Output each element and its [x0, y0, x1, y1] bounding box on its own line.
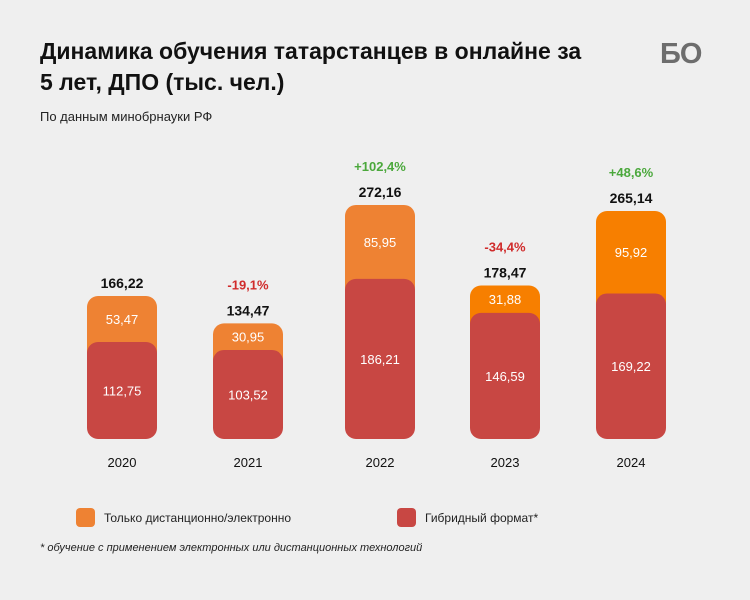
legend-item-remote: Только дистанционно/электронно	[76, 508, 291, 527]
x-tick-label-2024: 2024	[617, 455, 646, 470]
bar-hybrid-label-2024: 169,22	[611, 359, 651, 374]
legend-swatch-remote	[76, 508, 95, 527]
legend-item-hybrid: Гибридный формат*	[397, 508, 538, 527]
bar-change-label-2024: +48,6%	[609, 165, 654, 180]
bar-hybrid-label-2021: 103,52	[228, 387, 268, 402]
logo: БО	[660, 38, 702, 70]
bar-change-label-2021: -19,1%	[227, 277, 269, 292]
bar-hybrid-label-2022: 186,21	[360, 352, 400, 367]
bar-remote-label-2020: 53,47	[106, 312, 139, 327]
x-tick-label-2023: 2023	[491, 455, 520, 470]
bar-remote-2024	[596, 210, 666, 316]
bar-hybrid-2021	[213, 349, 283, 439]
bar-remote-label-2021: 30,95	[232, 330, 265, 345]
bar-hybrid-2020	[87, 342, 157, 439]
x-tick-label-2021: 2021	[234, 455, 263, 470]
bar-hybrid-2023	[470, 312, 540, 439]
bar-total-label-2024: 265,14	[610, 190, 653, 206]
bar-hybrid-2022	[345, 278, 415, 439]
bar-total-label-2023: 178,47	[484, 265, 527, 281]
bar-total-label-2021: 134,47	[227, 302, 270, 318]
x-tick-label-2022: 2022	[366, 455, 395, 470]
bar-remote-label-2022: 85,95	[364, 235, 397, 250]
bar-remote-2022	[345, 204, 415, 301]
bar-total-label-2020: 166,22	[101, 275, 144, 291]
bar-hybrid-label-2020: 112,75	[103, 384, 142, 399]
legend-label-remote: Только дистанционно/электронно	[104, 510, 292, 525]
bar-total-label-2022: 272,16	[359, 184, 402, 200]
bar-remote-label-2024: 95,92	[615, 245, 648, 260]
bar-change-label-2023: -34,4%	[484, 240, 526, 255]
x-tick-label-2020: 2020	[108, 455, 137, 470]
legend-swatch-hybrid	[397, 508, 416, 527]
legend-label-hybrid: Гибридный формат*	[425, 510, 539, 525]
chart-subtitle: По данным минобрнауки РФ	[40, 109, 213, 124]
bar-hybrid-label-2023: 146,59	[485, 369, 525, 384]
bar-change-label-2022: +102,4%	[354, 159, 406, 174]
bar-hybrid-2024	[596, 293, 666, 439]
footnote: * обучение с применением электронных или…	[40, 542, 423, 554]
bar-remote-label-2023: 31,88	[489, 292, 522, 307]
chart-title: Динамика обучения татарстанцев в онлайне…	[40, 38, 582, 95]
